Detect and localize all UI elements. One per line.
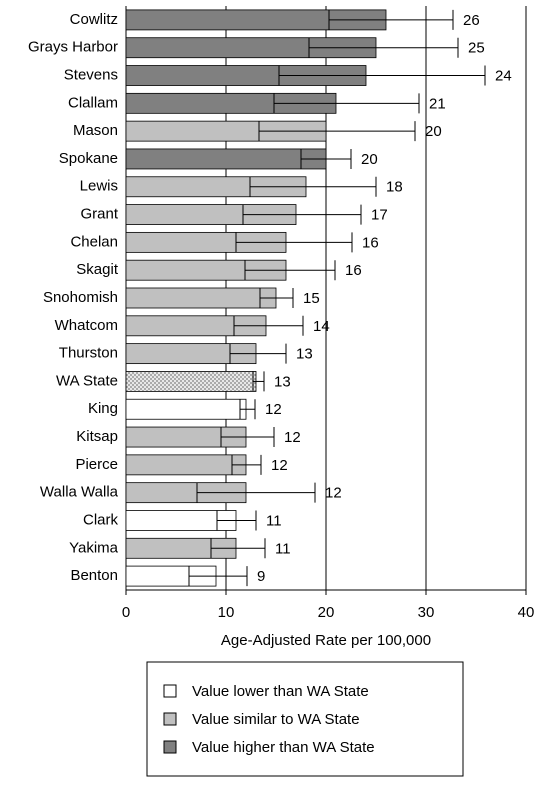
y-tick-label: Mason [73,122,118,139]
data-label: 13 [296,346,313,363]
legend-swatch [163,740,177,754]
bar [125,398,247,420]
x-tick-label: 30 [418,604,435,621]
data-label: 12 [265,401,282,418]
y-tick-label: Walla Walla [40,484,119,501]
x-axis-title: Age-Adjusted Rate per 100,000 [221,632,431,649]
data-label: 15 [303,290,320,307]
data-label: 11 [275,540,291,557]
y-tick-label: Stevens [64,66,118,83]
x-tick-label: 0 [122,604,130,621]
y-tick-label: Cowlitz [70,11,118,28]
y-tick-label: Kitsap [76,428,118,445]
data-label: 12 [284,429,301,446]
y-tick-label: WA State [56,372,118,389]
y-tick-label: Grays Harbor [28,39,118,56]
bar [125,148,327,170]
y-tick-label: Whatcom [55,317,118,334]
x-tick-label: 40 [518,604,535,621]
data-label: 9 [257,568,265,585]
x-tick-label: 10 [218,604,235,621]
y-tick-label: Chelan [70,233,118,250]
data-label: 25 [468,40,485,57]
data-label: 13 [274,373,291,390]
data-label: 18 [386,179,403,196]
legend-label: Value similar to WA State [192,711,360,728]
data-label: 24 [495,67,512,84]
y-tick-label: King [88,400,118,417]
data-label: 16 [362,234,379,251]
y-tick-label: Grant [80,206,118,223]
x-tick-label: 20 [318,604,335,621]
y-tick-label: Benton [70,567,118,584]
data-label: 14 [313,318,330,335]
y-tick-label: Thurston [59,345,118,362]
bar [125,287,277,309]
y-tick-label: Pierce [75,456,118,473]
data-label: 20 [425,123,442,140]
data-label: 16 [345,262,362,279]
legend-swatch [163,712,177,726]
y-tick-label: Clark [83,511,119,528]
data-label: 26 [463,12,480,29]
data-label: 11 [266,512,282,529]
data-label: 21 [429,95,446,112]
bar [125,454,247,476]
y-tick-label: Skagit [76,261,119,278]
legend-label: Value lower than WA State [192,683,369,700]
y-tick-label: Lewis [80,178,118,195]
data-label: 20 [361,151,378,168]
legend-label: Value higher than WA State [192,739,375,756]
bar [125,371,257,392]
data-label: 12 [271,457,288,474]
y-tick-label: Clallam [68,94,118,111]
y-tick-label: Yakima [69,539,119,556]
legend-box [146,661,464,777]
data-label: 17 [371,207,388,224]
data-label: 12 [325,485,342,502]
legend-swatch [163,684,177,698]
y-tick-label: Snohomish [43,289,118,306]
y-tick-label: Spokane [59,150,118,167]
